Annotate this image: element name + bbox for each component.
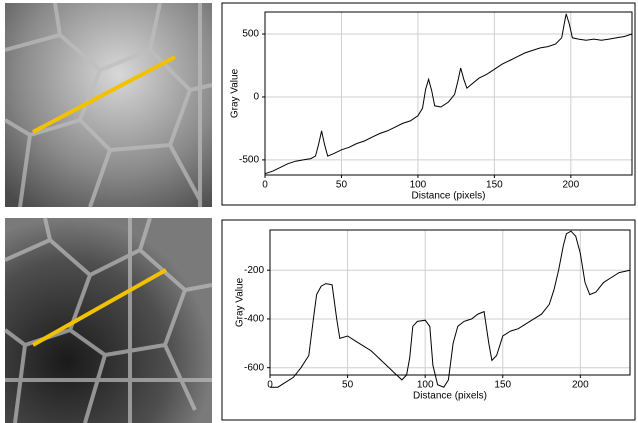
y-axis-label: Gray Value [230, 68, 241, 118]
y-tick-label: 0 [253, 92, 259, 103]
plot-area [269, 229, 631, 376]
x-tick-label: 50 [336, 180, 348, 191]
x-tick-label: 100 [410, 180, 427, 191]
y-axis-label: Gray Value [235, 277, 246, 327]
x-tick-label: 150 [494, 380, 511, 391]
y-tick-label: -600 [244, 362, 264, 373]
x-axis-label: Distance (pixels) [412, 191, 486, 202]
x-tick-label: 100 [417, 380, 434, 391]
x-tick-label: 200 [572, 380, 589, 391]
y-tick-label: -400 [244, 314, 264, 325]
x-tick-label: 200 [562, 180, 579, 191]
profile-line [264, 13, 633, 175]
x-tick-label: 50 [342, 380, 354, 391]
profile-line [270, 230, 631, 388]
image-bottom [3, 217, 213, 423]
y-tick-label: -200 [244, 265, 264, 276]
y-tick-label: -500 [239, 155, 259, 166]
x-tick-label: 0 [262, 180, 268, 191]
plot-area [264, 11, 633, 176]
image-top [3, 2, 213, 208]
x-tick-label: 150 [486, 180, 503, 191]
x-axis-label: Distance (pixels) [413, 391, 487, 402]
y-tick-label: 500 [242, 29, 259, 40]
plot-frame [221, 2, 636, 206]
plot-frame [221, 219, 636, 421]
x-tick-label: 0 [267, 380, 273, 391]
